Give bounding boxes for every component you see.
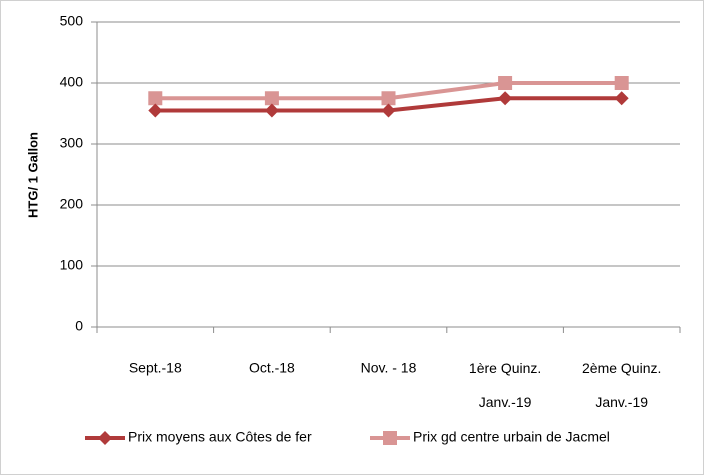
point <box>381 103 396 118</box>
x-tick-label: 1ère Quinz. Janv.-19 <box>469 360 541 410</box>
point <box>614 91 629 106</box>
point <box>498 76 513 90</box>
point <box>148 103 163 118</box>
legend-label: Prix moyens aux Côtes de fer <box>128 429 312 445</box>
y-tick-label: 500 <box>60 13 84 29</box>
y-tick-label: 100 <box>60 257 84 273</box>
point <box>381 91 396 106</box>
legend-marker <box>383 431 397 445</box>
y-tick-label: 300 <box>60 135 84 151</box>
point <box>498 91 513 106</box>
y-tick-label: 0 <box>75 318 83 334</box>
x-tick-label: 2ème Quinz. Janv.-19 <box>582 360 661 410</box>
point <box>264 103 279 118</box>
y-tick-label: 200 <box>60 196 84 212</box>
point <box>614 76 629 90</box>
point <box>264 91 279 106</box>
x-tick-label: Nov. - 18 <box>361 360 417 376</box>
y-tick-label: 400 <box>60 74 84 90</box>
legend-label: Prix gd centre urbain de Jacmel <box>413 429 610 445</box>
point <box>148 91 163 106</box>
x-tick-label: Sept.-18 <box>129 360 182 376</box>
y-axis-label: HTG/ 1 Gallon <box>25 132 40 218</box>
legend-marker <box>98 431 112 445</box>
x-tick-label: Oct.-18 <box>249 360 295 376</box>
